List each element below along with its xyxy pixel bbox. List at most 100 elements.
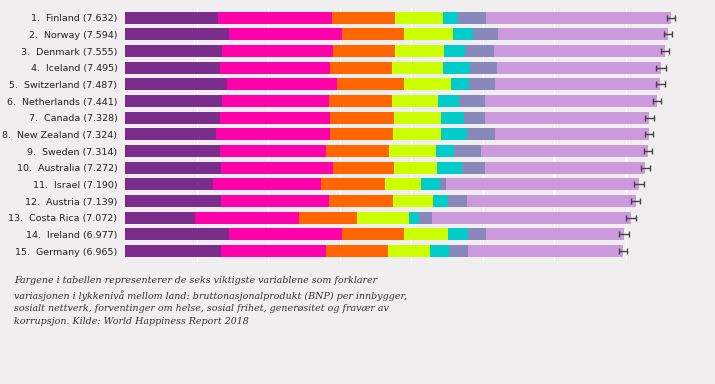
Bar xyxy=(330,128,393,141)
Bar xyxy=(222,45,333,57)
Bar xyxy=(464,112,485,124)
Bar xyxy=(494,45,666,57)
Bar xyxy=(419,212,432,224)
Bar xyxy=(435,145,453,157)
Bar xyxy=(444,45,465,57)
Bar xyxy=(221,195,330,207)
Bar xyxy=(404,78,451,90)
Bar xyxy=(333,162,394,174)
Bar xyxy=(453,145,481,157)
Bar xyxy=(495,128,649,141)
Bar xyxy=(125,145,220,157)
Bar xyxy=(227,78,337,90)
Bar xyxy=(394,112,440,124)
Bar xyxy=(221,245,326,257)
Bar xyxy=(330,62,393,74)
Bar xyxy=(125,12,219,24)
Bar xyxy=(448,228,468,240)
Bar xyxy=(321,179,385,190)
Bar xyxy=(440,179,446,190)
Bar xyxy=(498,28,668,40)
Bar xyxy=(333,45,395,57)
Bar xyxy=(125,62,220,74)
Bar xyxy=(481,145,648,157)
Bar xyxy=(451,78,469,90)
Bar xyxy=(485,162,645,174)
Bar xyxy=(405,228,448,240)
Bar xyxy=(443,62,470,74)
Bar xyxy=(393,128,440,141)
Bar xyxy=(437,162,463,174)
Bar xyxy=(392,95,438,107)
Bar xyxy=(337,78,404,90)
Bar xyxy=(342,228,405,240)
Bar xyxy=(393,195,433,207)
Bar xyxy=(433,195,448,207)
Bar xyxy=(432,212,631,224)
Bar xyxy=(221,162,333,174)
Bar xyxy=(469,78,495,90)
Bar xyxy=(430,245,449,257)
Bar xyxy=(440,128,467,141)
Bar xyxy=(438,95,460,107)
Bar xyxy=(473,28,498,40)
Bar xyxy=(495,78,661,90)
Bar xyxy=(470,62,497,74)
Bar xyxy=(125,45,222,57)
Bar xyxy=(485,112,649,124)
Bar xyxy=(448,195,467,207)
Bar xyxy=(404,28,453,40)
Bar xyxy=(460,95,485,107)
Bar xyxy=(485,95,657,107)
Bar xyxy=(468,228,485,240)
Bar xyxy=(125,112,220,124)
Bar xyxy=(125,212,195,224)
Bar xyxy=(125,162,221,174)
Bar xyxy=(463,162,485,174)
Bar xyxy=(330,195,393,207)
Bar xyxy=(395,12,443,24)
Bar xyxy=(467,195,636,207)
Bar xyxy=(385,179,421,190)
Bar xyxy=(458,12,486,24)
Bar xyxy=(388,145,435,157)
Bar xyxy=(212,179,321,190)
Bar xyxy=(125,228,229,240)
Bar xyxy=(453,28,473,40)
Bar xyxy=(395,45,444,57)
Bar xyxy=(388,245,430,257)
Bar xyxy=(125,179,212,190)
Bar xyxy=(358,212,409,224)
Bar xyxy=(394,162,437,174)
Bar xyxy=(325,145,388,157)
Bar xyxy=(449,245,468,257)
Bar xyxy=(125,95,222,107)
Bar xyxy=(216,128,330,141)
Bar xyxy=(125,28,230,40)
Bar xyxy=(332,12,395,24)
Bar xyxy=(465,45,494,57)
Bar xyxy=(486,12,671,24)
Bar xyxy=(299,212,358,224)
Bar xyxy=(446,179,639,190)
Bar xyxy=(497,62,661,74)
Bar xyxy=(330,112,394,124)
Bar xyxy=(229,228,342,240)
Bar xyxy=(393,62,443,74)
Bar xyxy=(342,28,404,40)
Bar xyxy=(230,28,342,40)
Bar xyxy=(222,95,329,107)
Bar xyxy=(326,245,388,257)
Bar xyxy=(485,228,624,240)
Bar xyxy=(219,12,332,24)
Bar xyxy=(125,195,221,207)
Bar xyxy=(468,245,623,257)
Bar xyxy=(440,112,464,124)
Bar xyxy=(443,12,458,24)
Bar xyxy=(220,112,330,124)
Bar xyxy=(220,145,325,157)
Bar xyxy=(125,128,216,141)
Bar xyxy=(195,212,299,224)
Bar xyxy=(125,245,221,257)
Bar xyxy=(467,128,495,141)
